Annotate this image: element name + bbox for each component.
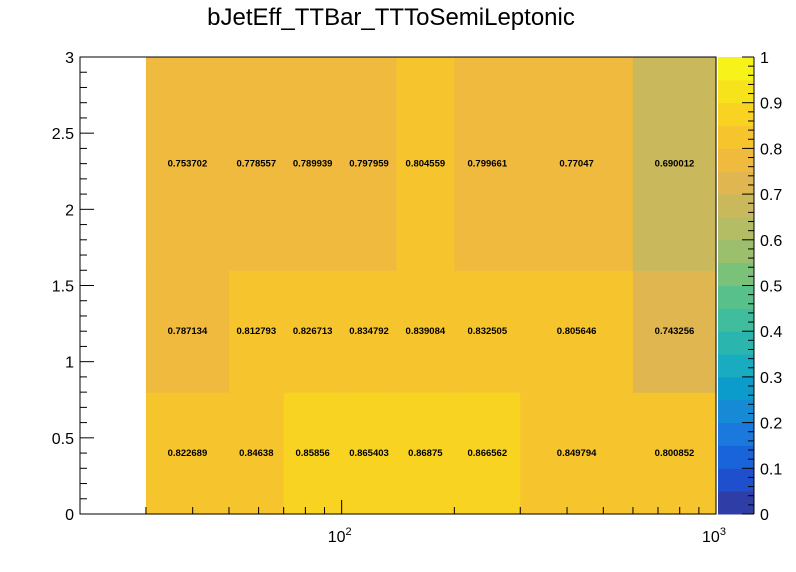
heatmap-cell [228, 392, 285, 515]
cell-value-label: 0.85856 [295, 448, 329, 459]
colorbar-segment [718, 491, 754, 515]
colorbar-tick-label: 0.6 [760, 233, 782, 250]
colorbar-segment [718, 354, 754, 378]
colorbar-segment [718, 239, 754, 264]
x-tick-label: 102 [328, 526, 352, 546]
cell-value-label: 0.77047 [559, 159, 593, 170]
cell-value-label: 0.812793 [237, 326, 277, 337]
colorbar-tick-label: 0.2 [760, 416, 782, 433]
colorbar-segment [718, 194, 754, 218]
heatmap-cell [145, 270, 194, 393]
heatmap-cell [192, 57, 230, 271]
heatmap-cell [228, 270, 285, 393]
cell-value-label: 0.800852 [655, 448, 695, 459]
y-tick-label: 2 [65, 202, 74, 219]
colorbar-segment [718, 102, 754, 127]
cell-value-label: 0.839084 [406, 326, 446, 337]
heatmap-cell [341, 270, 397, 393]
colorbar-segment [718, 171, 754, 195]
colorbar-tick-label: 0.7 [760, 187, 782, 204]
heatmap-cell [520, 57, 634, 271]
colorbar-tick-label: 0.5 [760, 279, 782, 296]
heatmap-cell [520, 270, 634, 393]
heatmap-cell [283, 270, 343, 393]
colorbar-segment [718, 331, 754, 355]
heatmap-cell [632, 57, 717, 271]
colorbar-tick-label: 0.4 [760, 324, 782, 341]
y-tick-label: 0 [65, 507, 74, 524]
colorbar-segment [718, 422, 754, 446]
colorbar-tick-label: 0.8 [760, 141, 782, 158]
heatmap-cell [341, 392, 397, 515]
heatmap-cell [145, 57, 194, 271]
colorbar-segment [718, 125, 754, 149]
colorbar-segment [718, 445, 754, 469]
chart-title: bJetEff_TTBar_TTToSemiLeptonic [207, 4, 575, 31]
heatmap-cell [341, 57, 397, 271]
colorbar-segment [718, 262, 754, 286]
colorbar-segment [718, 148, 754, 172]
y-tick-label: 1 [65, 355, 74, 372]
colorbar-segment [718, 308, 754, 332]
colorbar-tick-label: 0.9 [760, 96, 782, 113]
colorbar-segment [718, 468, 754, 492]
colorbar-segment [718, 79, 754, 104]
colorbar-segment [718, 376, 754, 401]
heatmap-cell [145, 392, 194, 515]
cell-value-label: 0.787134 [168, 326, 208, 337]
cell-value-label: 0.789939 [293, 159, 333, 170]
heatmap-cell [396, 270, 455, 393]
cell-value-label: 0.832505 [467, 326, 507, 337]
cell-value-label: 0.690012 [655, 159, 695, 170]
heatmap-cell [228, 57, 285, 271]
colorbar-segment [718, 285, 754, 309]
colorbar-segment [718, 57, 754, 81]
cell-value-label: 0.866562 [467, 448, 507, 459]
cell-value-label: 0.865403 [349, 448, 389, 459]
cell-value-label: 0.797959 [349, 159, 389, 170]
cell-value-label: 0.804559 [406, 159, 446, 170]
colorbar-tick-label: 1 [760, 50, 769, 67]
colorbar-segment [718, 216, 754, 241]
heatmap-cell [632, 270, 717, 393]
heatmap-cell [454, 392, 521, 515]
colorbar-segment [718, 399, 754, 424]
heatmap-cell [396, 392, 455, 515]
heatmap-cell [283, 57, 343, 271]
x-tick-label: 103 [702, 526, 726, 546]
x-axis: 102 103 [79, 500, 726, 546]
y-tick-label: 1.5 [52, 279, 74, 296]
colorbar-tick-label: 0 [760, 507, 769, 524]
cell-value-label: 0.805646 [557, 326, 597, 337]
heatmap-cell [520, 392, 634, 515]
cell-value-label: 0.86875 [408, 448, 443, 459]
heatmap-cell [396, 57, 455, 271]
cell-value-label: 0.849794 [557, 448, 597, 459]
cell-value-label: 0.834792 [349, 326, 389, 337]
y-tick-label: 2.5 [52, 126, 74, 143]
cell-value-label: 0.84638 [239, 448, 273, 459]
cell-value-label: 0.743256 [655, 326, 695, 337]
cell-value-label: 0.778557 [237, 159, 277, 170]
heatmap-cell [632, 392, 717, 515]
cell-value-label: 0.799661 [467, 159, 507, 170]
y-axis: 0 0.5 1 1.5 2 2.5 3 [52, 50, 94, 524]
heatmap-cell [192, 270, 230, 393]
y-tick-label: 3 [65, 50, 74, 67]
heatmap-cell [454, 270, 521, 393]
colorbar-tick-label: 0.1 [760, 461, 782, 478]
heatmap-cell [454, 57, 521, 271]
cell-value-label: 0.826713 [293, 326, 333, 337]
heatmap-cells [145, 57, 717, 515]
colorbar-tick-label: 0.3 [760, 370, 782, 387]
cell-value-label: 0.753702 [168, 159, 208, 170]
y-tick-label: 0.5 [52, 431, 74, 448]
heatmap-cell [283, 392, 343, 515]
cell-value-label: 0.822689 [168, 448, 208, 459]
heatmap-cell [192, 392, 230, 515]
color-scale: 0 0.1 0.2 0.3 0.4 0.5 0.6 0.7 0.8 0.9 1 [718, 50, 782, 524]
cell-value-labels: 0.822689 0.84638 0.85856 0.865403 0.86875 0.8… [168, 159, 695, 459]
